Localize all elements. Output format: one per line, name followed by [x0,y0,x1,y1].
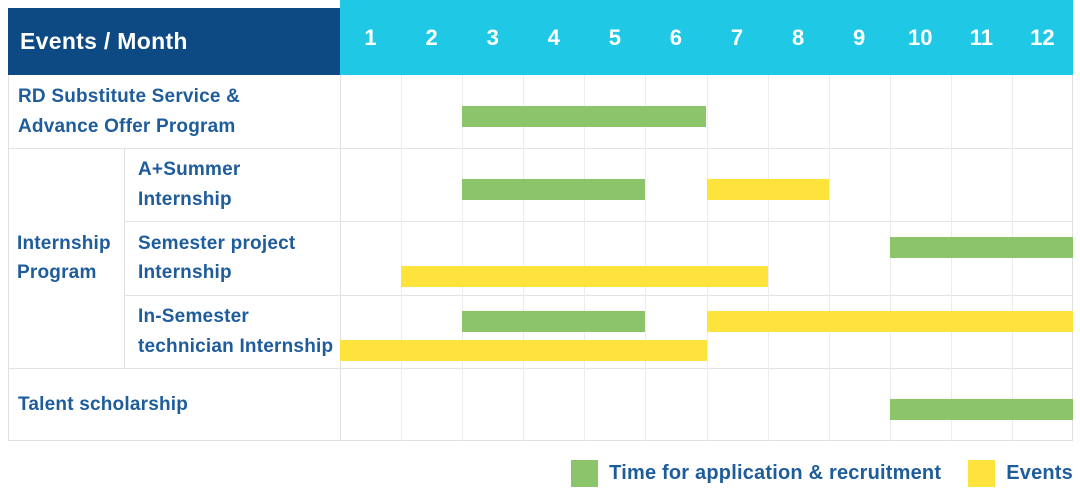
month-label: 4 [547,24,560,50]
month-label: 10 [908,24,933,50]
month-label: 11 [969,24,993,50]
month-label: 7 [730,24,744,50]
gantt-row-bars [340,221,1073,295]
month-grid-line [584,75,586,441]
month-label: 6 [669,24,683,50]
month-header: 1 2 3 4 5 6 7 8 9 10 11 12 [340,0,1073,75]
gantt-row-bars [340,148,1073,221]
row-label-in-semester-technician-internship: In-Semester technician Internship [138,306,334,357]
gantt-bar-yellow [706,311,1073,332]
month-label: 3 [486,24,499,50]
month-label: 9 [853,24,866,50]
row-label-talent-scholarship: Talent scholarship [18,393,189,415]
month-grid-line [706,75,708,441]
table-header-title: Events / Month [8,8,340,75]
month-grid-line [828,75,830,441]
row-separator [8,368,1073,369]
row-label-a-plus-summer-internship: A+Summer Internship [138,159,241,210]
month-grid-line [645,75,647,441]
legend-label-application-recruitment: Time for application & recruitment [609,462,942,484]
row-label-rd-substitute-service: RD Substitute Service & Advance Offer Pr… [18,86,241,137]
label-column-divider [340,75,341,441]
row-separator [124,295,1073,296]
legend-swatch-yellow [968,460,996,487]
gantt-bar-green [462,179,646,200]
table-right-border [1072,75,1073,441]
month-grid-line [523,75,525,441]
gantt-bar-green [889,237,1073,258]
gantt-row-bars [340,295,1073,368]
row-label-semester-project-internship: Semester project Internship [138,232,296,283]
month-grid-line [889,75,891,441]
group-column-divider [124,148,125,368]
gantt-bar-yellow [401,266,768,287]
gantt-table-body: RD Substitute Service & Advance Offer Pr… [8,75,1073,441]
month-label: 8 [791,24,805,50]
gantt-bar-green [889,399,1073,420]
month-grid-line [401,75,403,441]
month-grid-line [1011,75,1013,441]
legend: Time for application & recruitment Event… [571,460,1073,487]
table-left-border [8,75,9,441]
month-label: 2 [425,24,438,50]
month-grid-line [950,75,952,441]
gantt-bar-yellow [706,179,829,200]
month-label: 5 [608,24,621,50]
month-grid-line [767,75,769,441]
gantt-row-bars [340,75,1073,148]
group-label-internship-program: Internship Program [17,232,111,283]
legend-swatch-green [571,460,599,487]
gantt-row-bars [340,368,1073,441]
gantt-bar-yellow [340,340,707,361]
row-separator [124,221,1073,222]
month-label: 12 [1030,24,1055,50]
table-bottom-border [8,440,1073,441]
legend-label-events: Events [1006,462,1073,484]
month-label: 1 [364,24,377,50]
row-separator [8,148,1073,149]
month-grid-line [462,75,464,441]
gantt-bar-green [462,311,646,332]
gantt-bar-green [462,106,707,127]
